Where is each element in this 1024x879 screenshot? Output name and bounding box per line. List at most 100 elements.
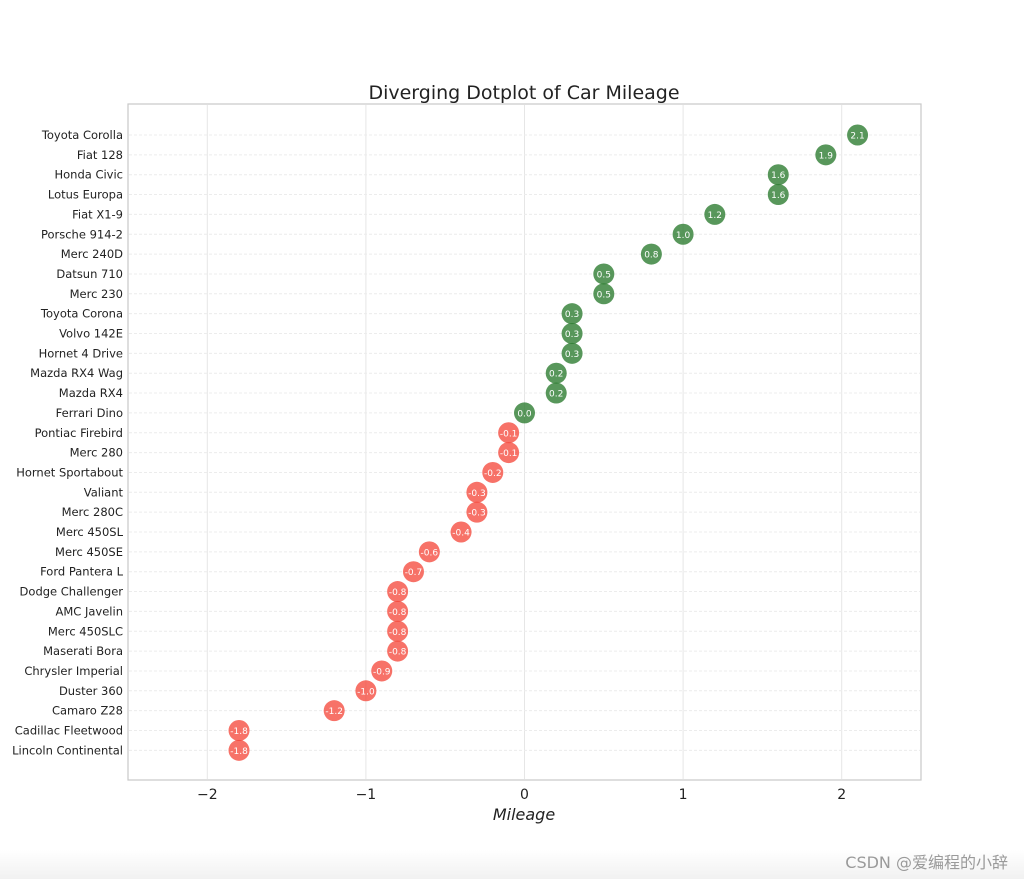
data-point	[767, 164, 789, 186]
data-point	[466, 481, 488, 503]
data-label: -0.3	[468, 509, 486, 519]
y-tick-label: AMC Javelin	[56, 604, 123, 618]
data-label: -1.8	[230, 747, 248, 757]
y-tick-label: Ford Pantera L	[40, 565, 123, 579]
y-tick-label: Merc 240D	[61, 247, 123, 261]
data-point	[498, 442, 520, 464]
x-tick-label: 2	[837, 787, 846, 803]
data-label: -1.8	[230, 727, 248, 737]
watermark: CSDN @爱编程的小辞	[845, 853, 1008, 872]
data-point	[466, 501, 488, 523]
data-point	[847, 124, 869, 146]
data-label: 0.5	[597, 270, 611, 280]
data-label: -0.3	[468, 489, 486, 499]
data-point	[387, 640, 409, 662]
y-tick-label: Duster 360	[59, 684, 123, 698]
y-tick-label: Pontiac Firebird	[35, 426, 123, 440]
data-point	[355, 680, 377, 702]
data-label: 0.2	[549, 390, 563, 400]
bottom-band	[0, 850, 1024, 879]
data-label: 1.0	[676, 231, 691, 241]
y-tick-label: Camaro Z28	[52, 704, 123, 718]
data-label: 1.9	[819, 151, 834, 161]
y-tick-label: Porsche 914-2	[41, 227, 123, 241]
y-tick-label: Merc 450SLC	[48, 624, 123, 638]
data-point	[640, 243, 662, 265]
data-label: 1.2	[708, 211, 722, 221]
data-label: -0.1	[500, 429, 518, 439]
y-tick-label: Toyota Corolla	[41, 128, 123, 142]
data-label: -0.1	[500, 449, 518, 459]
y-tick-label: Chrysler Imperial	[24, 664, 123, 678]
data-label: 0.3	[565, 350, 579, 360]
data-label: 1.6	[771, 171, 786, 181]
y-tick-label: Merc 280C	[62, 505, 123, 519]
y-tick-label: Cadillac Fleetwood	[15, 724, 123, 738]
data-label: -0.8	[389, 608, 407, 618]
y-tick-label: Mazda RX4	[59, 386, 123, 400]
data-point	[228, 739, 250, 761]
data-point	[767, 184, 789, 206]
y-tick-label: Fiat 128	[77, 148, 123, 162]
y-tick-label: Mazda RX4 Wag	[30, 366, 123, 380]
data-label: -0.8	[389, 648, 407, 658]
y-tick-label: Hornet Sportabout	[16, 465, 123, 479]
data-point	[593, 283, 615, 305]
y-tick-label: Lincoln Continental	[12, 743, 123, 757]
data-label: -0.2	[484, 469, 502, 479]
data-point	[704, 203, 726, 225]
data-label: -0.9	[373, 667, 391, 677]
data-label: 0.8	[644, 251, 659, 261]
data-point	[561, 342, 583, 364]
y-tick-label: Merc 230	[70, 287, 123, 301]
x-tick-label: −1	[356, 787, 377, 803]
data-point	[450, 521, 472, 543]
data-label: 0.5	[597, 290, 611, 300]
data-label: 0.3	[565, 330, 579, 340]
y-tick-label: Lotus Europa	[48, 188, 123, 202]
data-label: 2.1	[850, 132, 864, 142]
x-tick-label: 1	[679, 787, 688, 803]
data-point	[514, 402, 535, 424]
data-point	[482, 461, 504, 483]
data-label: -0.8	[389, 628, 407, 638]
data-point	[545, 382, 567, 404]
data-label: -1.0	[357, 687, 375, 697]
data-point	[387, 600, 409, 622]
x-tick-labels: −2 −1 0 1 2	[197, 787, 846, 803]
y-tick-label: Merc 280	[70, 446, 123, 460]
data-point	[387, 620, 409, 642]
data-label: 0.3	[565, 310, 579, 320]
data-point	[672, 223, 694, 245]
y-tick-labels: Toyota Corolla Fiat 128 Honda Civic Lotus E…	[12, 128, 123, 757]
chart-title: Diverging Dotplot of Car Mileage	[368, 82, 679, 104]
data-label: -1.2	[325, 707, 343, 717]
data-points: 2.11.91.61.61.21.00.80.50.50.30.30.30.20…	[228, 124, 869, 761]
data-point	[418, 541, 440, 563]
data-point	[561, 323, 583, 344]
y-tick-label: Volvo 142E	[59, 327, 123, 341]
data-label: 0.0	[517, 409, 532, 419]
y-tick-label: Fiat X1-9	[72, 207, 123, 221]
x-tick-label: 0	[520, 787, 529, 803]
data-label: -0.8	[389, 588, 407, 598]
row-lines	[129, 134, 920, 751]
data-label: -0.6	[421, 548, 439, 558]
grid-lines	[206, 105, 843, 779]
y-tick-label: Honda Civic	[54, 168, 123, 182]
y-tick-label: Maserati Bora	[43, 644, 123, 658]
data-label: 0.2	[549, 370, 563, 380]
y-tick-label: Datsun 710	[56, 267, 123, 281]
x-axis-label: Mileage	[493, 805, 556, 824]
data-point	[561, 303, 583, 325]
data-point	[371, 660, 393, 682]
data-label: 1.6	[771, 191, 786, 201]
y-tick-label: Toyota Corona	[40, 307, 123, 321]
data-point	[387, 581, 409, 603]
data-label: -0.7	[405, 568, 423, 578]
data-label: -0.4	[452, 529, 470, 539]
y-tick-label: Valiant	[84, 485, 124, 499]
y-tick-label: Hornet 4 Drive	[39, 346, 123, 360]
data-point	[228, 720, 250, 741]
